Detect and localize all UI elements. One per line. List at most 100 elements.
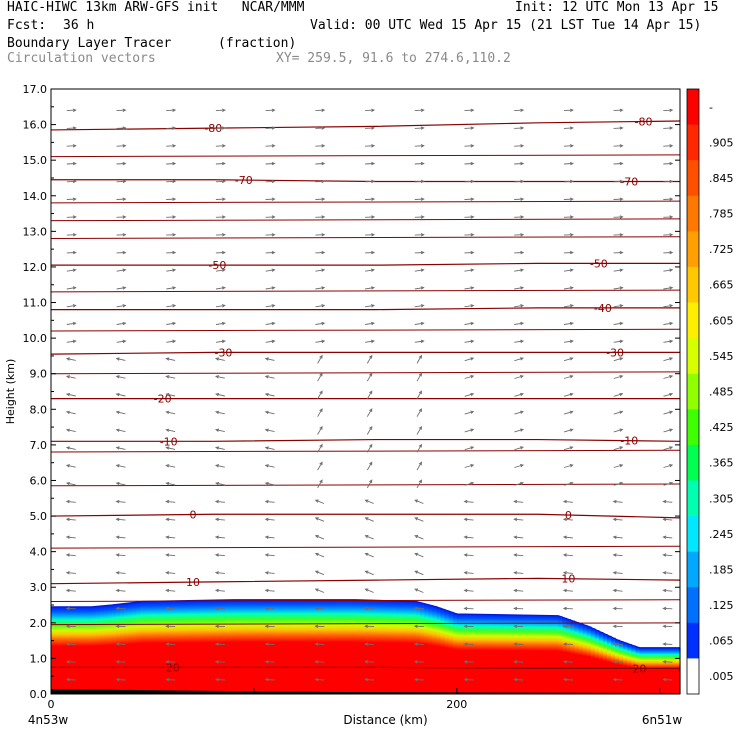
tracer-column (619, 641, 624, 694)
tracer-column (399, 601, 405, 694)
tracer-column (168, 600, 174, 694)
tracer-column (395, 600, 401, 694)
tracer-column (290, 599, 296, 694)
circulation-vector (613, 410, 624, 415)
tracer-column (160, 601, 166, 694)
circulation-vector (563, 339, 574, 344)
tracer-column (655, 647, 661, 694)
tracer-column (270, 599, 275, 694)
x-tick-label: 200 (446, 698, 467, 711)
tracer-column (241, 599, 247, 694)
tracer-column (675, 647, 681, 694)
circulation-vector (315, 304, 326, 308)
circulation-vector (563, 197, 574, 201)
circulation-vector (514, 428, 524, 433)
y-tick-label: 3.0 (30, 581, 48, 594)
circulation-vector (464, 286, 475, 290)
circulation-vector (463, 588, 474, 593)
circulation-vector (365, 250, 376, 255)
tracer-column (188, 600, 194, 694)
circulation-vector (166, 215, 177, 219)
contour-label: -20 (154, 393, 172, 406)
circulation-vector (613, 144, 624, 148)
circulation-vector (314, 570, 325, 576)
temperature-contour (50, 599, 681, 602)
tracer-column (468, 614, 474, 694)
colorbar-label: .665 (709, 279, 734, 292)
tracer-column (262, 599, 267, 694)
circulation-vector (464, 357, 475, 362)
circulation-vector (116, 215, 127, 219)
circulation-vector (66, 126, 77, 130)
circulation-vector (464, 179, 475, 184)
circulation-vector (416, 354, 423, 364)
circulation-vector (414, 144, 425, 148)
circulation-vector (366, 408, 373, 417)
tracer-column (542, 615, 547, 694)
tracer-column (107, 605, 113, 694)
circulation-vector (414, 286, 425, 290)
circulation-vector (165, 464, 176, 468)
circulation-vector (464, 250, 475, 255)
circulation-vector (416, 408, 423, 417)
contour-label: 10 (561, 573, 575, 586)
circulation-vector (513, 535, 524, 539)
tracer-column (63, 606, 68, 694)
circulation-vector (65, 624, 76, 628)
y-tick-label: 14.0 (23, 190, 48, 203)
circulation-vector (264, 624, 275, 628)
tracer-column (274, 599, 279, 694)
circulation-vector (315, 321, 326, 326)
y-tick-label: 11.0 (23, 297, 48, 310)
contour-label: -30 (214, 346, 232, 359)
circulation-vector (365, 321, 376, 326)
circulation-vector (214, 535, 225, 539)
circulation-vector (513, 677, 524, 682)
circulation-vector (662, 535, 673, 539)
circulation-vector (65, 517, 76, 522)
circulation-vector (115, 660, 126, 664)
circulation-vector (365, 197, 376, 201)
contour-label: 20 (632, 662, 646, 675)
circulation-vector (414, 108, 425, 112)
circulation-vector (413, 606, 424, 611)
tracer-column (631, 645, 636, 694)
circulation-vector (414, 517, 424, 522)
temperature-contour (50, 120, 681, 131)
tracer-column (331, 599, 336, 694)
contour-label: -10 (160, 435, 178, 448)
circulation-vector (414, 499, 424, 504)
contour-label: -50 (590, 257, 608, 270)
circulation-vector (265, 339, 276, 344)
circulation-vector (314, 535, 325, 540)
circulation-vector (513, 660, 524, 664)
circulation-vector (66, 197, 77, 201)
circulation-vector (116, 286, 127, 290)
circulation-vector (662, 553, 673, 557)
circulation-vector (663, 339, 674, 344)
colorbar-label: .005 (709, 670, 734, 683)
circulation-vector (463, 624, 474, 628)
circulation-vector (265, 179, 276, 184)
circulation-vector (214, 464, 225, 468)
circulation-vector (66, 161, 77, 166)
y-tick-label: 0.0 (30, 688, 48, 701)
circulation-vector (214, 375, 225, 379)
tracer-column (306, 599, 312, 694)
tracer-column (566, 619, 572, 694)
circulation-vector (563, 392, 574, 397)
circulation-vector (314, 660, 325, 664)
tracer-column (663, 647, 669, 694)
circulation-vector (612, 660, 623, 664)
colorbar-swatch (687, 195, 699, 232)
circulation-vector (663, 375, 674, 379)
circulation-vector (317, 479, 323, 489)
tracer-column (99, 605, 105, 694)
tracer-column (152, 601, 158, 694)
circulation-vector (365, 233, 376, 237)
tracer-column (525, 615, 531, 694)
tracer-column (343, 599, 348, 694)
circulation-vector (165, 481, 176, 486)
circulation-vector (166, 304, 177, 308)
circulation-vector (65, 606, 76, 611)
